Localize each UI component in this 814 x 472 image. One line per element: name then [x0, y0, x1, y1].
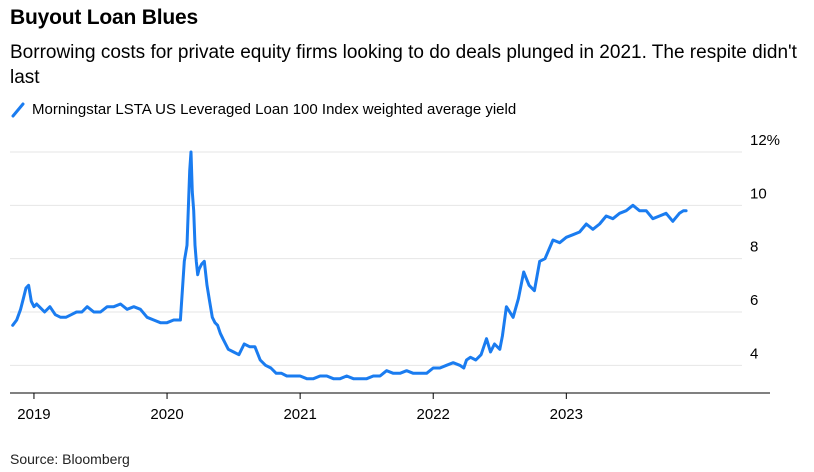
y-tick-label: 10 [750, 185, 767, 202]
grid-lines [10, 151, 742, 366]
chart-title: Buyout Loan Blues [10, 6, 198, 29]
y-tick-label: 12% [750, 132, 780, 149]
y-tick-label: 6 [750, 292, 758, 309]
x-tick-label: 2023 [550, 406, 583, 423]
y-tick-label: 8 [750, 239, 758, 256]
y-tick-label: 4 [750, 345, 758, 362]
x-axis: 2019 2020 2021 2022 2023 [10, 392, 770, 423]
y-tick-labels: 4 6 8 10 12% [750, 132, 780, 362]
chart-subtitle: Borrowing costs for private equity firms… [10, 42, 797, 88]
source-note: Source: Bloomberg [10, 451, 130, 467]
series-group [11, 150, 688, 381]
legend-label: Morningstar LSTA US Leveraged Loan 100 I… [32, 101, 517, 118]
x-tick-label: 2020 [150, 406, 183, 423]
series-line-0 [11, 150, 688, 381]
x-tick-label: 2021 [283, 406, 316, 423]
legend-swatch [11, 102, 25, 117]
x-tick-label: 2019 [17, 406, 50, 423]
legend: Morningstar LSTA US Leveraged Loan 100 I… [10, 101, 516, 118]
x-tick-label: 2022 [417, 406, 450, 423]
